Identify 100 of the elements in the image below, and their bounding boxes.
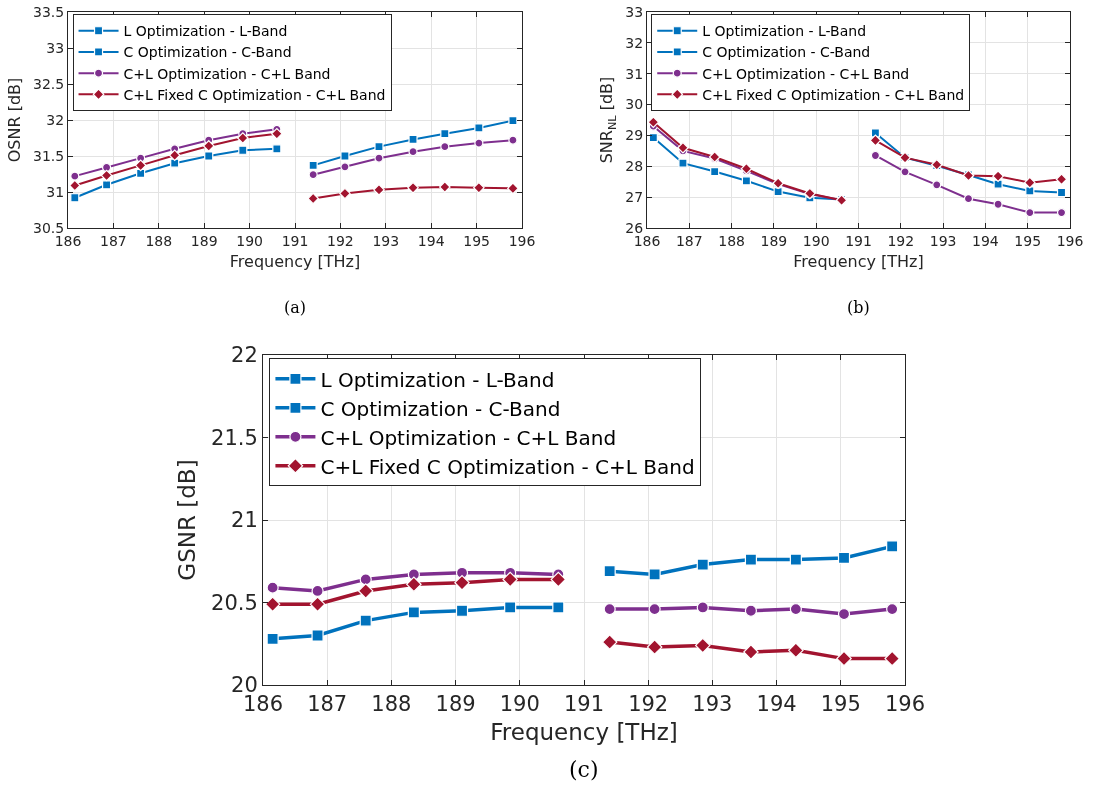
point [1025, 186, 1035, 196]
point [932, 180, 942, 190]
point [339, 187, 351, 200]
x-tick-label: 193 [372, 232, 400, 249]
legend-label: C Optimization - C-Band [123, 44, 292, 61]
y-tick-label: 31 [46, 183, 65, 200]
y-tick-label: 31 [625, 65, 644, 82]
point [744, 604, 758, 617]
text: (c) [569, 757, 599, 782]
x-tick-label: 195 [820, 692, 861, 717]
point [100, 169, 113, 182]
x-tick-label: 192 [887, 232, 915, 249]
point [407, 606, 420, 619]
x-tick-label: 190 [236, 232, 263, 249]
point [340, 151, 350, 161]
point [1056, 207, 1067, 218]
point [70, 171, 80, 181]
x-axis-title: Frequency [THz] [793, 252, 924, 272]
x-tick-label: 189 [760, 232, 788, 249]
x-tick-label: 187 [675, 232, 703, 249]
point [473, 181, 485, 194]
point [308, 170, 318, 180]
legend-label: L Optimization - L-Band [702, 23, 867, 40]
point [678, 158, 688, 168]
point [474, 123, 484, 133]
point [993, 179, 1003, 189]
point [789, 553, 802, 566]
point [508, 135, 518, 145]
point [359, 614, 372, 627]
point [272, 144, 282, 154]
point [789, 603, 802, 616]
y-tick-label: 28 [625, 158, 644, 175]
point [455, 604, 469, 617]
point [307, 192, 319, 205]
point [407, 181, 419, 194]
point [266, 632, 279, 645]
y-tick-label: 22 [231, 343, 258, 368]
legend-label: C+L Fixed C Optimization - C+L Band [320, 454, 695, 479]
point [886, 540, 899, 553]
x-tick-label: 188 [371, 692, 412, 717]
point [741, 176, 751, 186]
point [603, 565, 616, 578]
x-tick-label: 187 [307, 692, 348, 717]
x-tick-label: 188 [718, 232, 745, 249]
y-tick-label: 32.5 [33, 75, 65, 92]
x-tick-label: 191 [281, 232, 309, 249]
point [773, 186, 783, 197]
point [340, 162, 350, 172]
x-axis-title: Frequency [THz] [229, 252, 361, 272]
x-tick-label: 191 [563, 692, 605, 717]
point [837, 551, 851, 565]
point [696, 601, 709, 614]
point [963, 194, 974, 204]
point [440, 142, 450, 152]
x-tick-label: 189 [435, 692, 476, 717]
legend-label: C+L Fixed C Optimization - C+L Band [702, 86, 965, 103]
point [552, 601, 565, 614]
x-tick-label: 192 [628, 692, 669, 717]
point [168, 149, 181, 162]
point [648, 568, 661, 581]
legend-label: C Optimization - C-Band [320, 396, 561, 421]
x-tick-label: 191 [845, 232, 872, 249]
y-tick-label: 21 [231, 508, 258, 533]
point [101, 180, 112, 190]
point [648, 603, 661, 616]
legend-label: L Optimization - L-Band [320, 367, 555, 392]
point [134, 159, 147, 172]
point [439, 181, 451, 193]
x-tick-label: 193 [929, 232, 957, 249]
y-tick-label: 32 [625, 34, 644, 51]
y-tick-label: 33.5 [33, 3, 65, 20]
text: (b) [847, 298, 870, 317]
x-tick-label: 196 [884, 692, 926, 717]
x-tick-label: 187 [100, 232, 127, 249]
point [696, 558, 709, 571]
x-tick-label: 195 [1014, 232, 1042, 249]
point [271, 127, 283, 140]
x-tick-label: 190 [499, 692, 540, 717]
point [603, 603, 616, 616]
point [993, 199, 1003, 209]
x-tick-label: 194 [417, 232, 445, 249]
point [440, 129, 450, 139]
x-tick-label: 196 [1056, 232, 1084, 249]
x-tick-label: 188 [145, 232, 173, 249]
legend-label: C+L Optimization - C+L Band [123, 65, 331, 82]
point [236, 132, 249, 144]
y-tick-label: 33 [46, 39, 65, 56]
x-tick-label: 189 [190, 232, 218, 249]
x-tick-label: 190 [802, 232, 830, 249]
y-tick-label: 31.5 [33, 147, 65, 164]
x-tick-label: 193 [692, 692, 733, 717]
legend-label: L Optimization - L-Band [123, 23, 288, 40]
x-tick-label: 196 [508, 232, 536, 249]
point [744, 553, 758, 566]
y-axis-title: GSNR [dB] [174, 459, 201, 581]
point [474, 138, 484, 148]
legend-label: C+L Optimization - C+L Band [320, 425, 617, 450]
x-tick-label: 194 [756, 692, 797, 717]
point [70, 193, 80, 203]
point [170, 158, 180, 168]
